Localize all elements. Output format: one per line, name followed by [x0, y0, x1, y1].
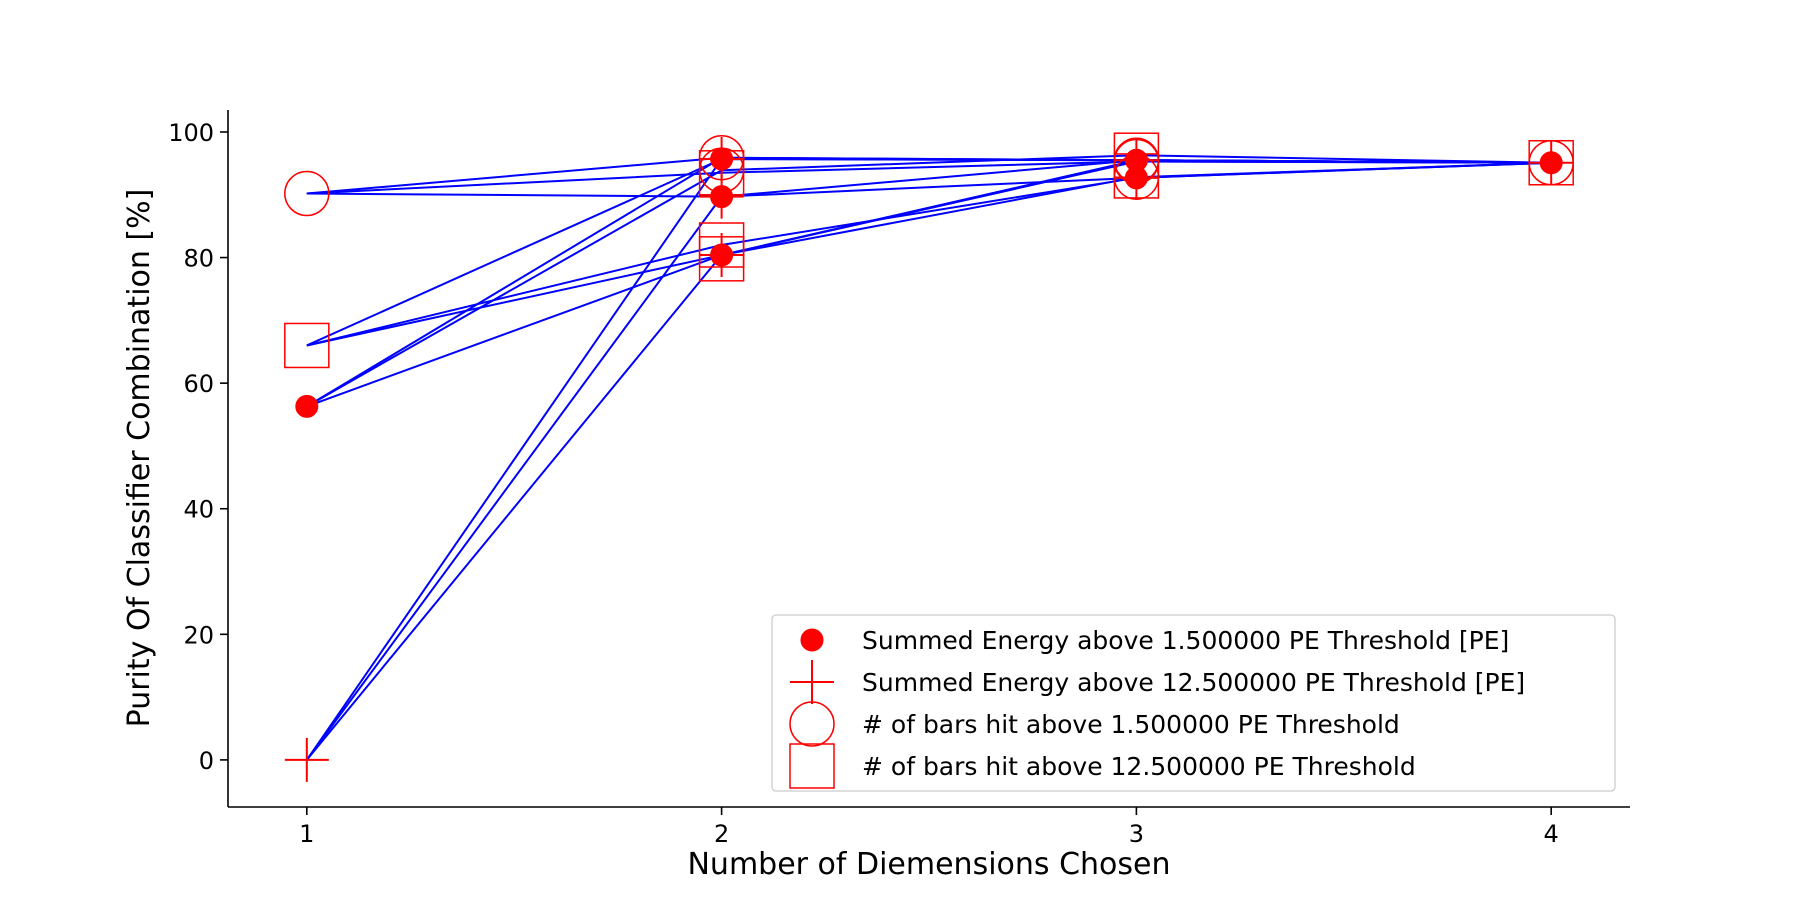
- connection-line: [306, 159, 1552, 761]
- marker-filled-circle: [710, 185, 734, 209]
- x-tick-label: 3: [1129, 820, 1144, 848]
- x-tick-label: 4: [1544, 820, 1559, 848]
- y-tick-label: 40: [183, 496, 214, 524]
- connection-line: [306, 161, 1552, 408]
- marker-open-square: [284, 322, 330, 369]
- x-tick-label: 1: [299, 820, 314, 848]
- y-tick-label: 100: [168, 119, 214, 147]
- legend-marker-plus: [790, 660, 834, 704]
- connection-line: [306, 161, 1552, 347]
- marker-filled-circle: [710, 243, 734, 267]
- y-tick-label: 60: [183, 370, 214, 398]
- legend-label: Summed Energy above 1.500000 PE Threshol…: [862, 626, 1509, 655]
- axes: [227, 110, 1630, 808]
- legend: Summed Energy above 1.500000 PE Threshol…: [771, 614, 1616, 792]
- connection-line: [306, 160, 1552, 347]
- y-axis-title: Purity Of Classifier Combination [%]: [122, 189, 157, 728]
- data-markers: [284, 132, 1574, 782]
- marker-open-circle: [284, 170, 330, 217]
- legend-marker-filled-circle: [800, 628, 824, 652]
- legend-marker-open-square: [789, 743, 835, 789]
- connection-line: [306, 161, 1552, 761]
- legend-label: # of bars hit above 1.500000 PE Threshol…: [862, 710, 1400, 739]
- legend-label: Summed Energy above 12.500000 PE Thresho…: [862, 668, 1525, 697]
- connection-line: [306, 159, 1552, 198]
- marker-filled-circle: [710, 147, 734, 171]
- x-tick-label: 2: [714, 820, 729, 848]
- legend-marker-open-circle: [789, 701, 835, 747]
- marker-filled-circle: [295, 394, 319, 418]
- marker-filled-circle: [1539, 151, 1563, 175]
- y-tick-label: 80: [183, 245, 214, 273]
- connection-line: [306, 154, 1552, 408]
- connection-lines: [305, 154, 1552, 761]
- y-tick-label: 20: [183, 621, 214, 649]
- y-tick-label: 0: [199, 747, 214, 775]
- legend-frame: [771, 614, 1616, 792]
- x-axis-title: Number of Diemensions Chosen: [687, 847, 1170, 882]
- marker-filled-circle: [1124, 166, 1148, 190]
- legend-label: # of bars hit above 12.500000 PE Thresho…: [862, 752, 1416, 781]
- marker-plus: [284, 737, 329, 782]
